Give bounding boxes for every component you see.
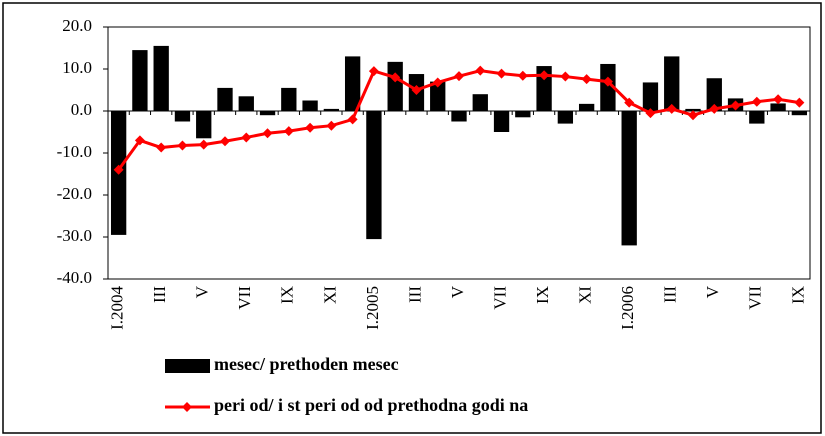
line-marker: [560, 71, 571, 82]
y-tick-label: 0.0: [71, 100, 92, 119]
bar: [430, 81, 446, 111]
line-marker: [305, 122, 316, 133]
x-tick-label: V: [193, 285, 212, 298]
x-tick-label: IX: [278, 286, 297, 304]
x-tick-label: VII: [235, 286, 254, 310]
bar: [472, 94, 488, 111]
bar: [344, 56, 361, 111]
bar: [323, 108, 340, 111]
x-tick-label: IX: [533, 286, 552, 304]
bar: [557, 111, 574, 124]
line-marker: [517, 70, 528, 81]
bar: [685, 108, 701, 111]
y-tick-label: 20.0: [62, 16, 92, 35]
line-marker: [688, 110, 698, 121]
line-marker: [390, 72, 401, 83]
bar: [749, 111, 765, 124]
bar: [387, 61, 403, 111]
bar: [770, 103, 786, 111]
x-tick-label: III: [405, 286, 424, 303]
line-marker: [432, 77, 443, 88]
line-marker: [794, 97, 805, 108]
x-tick-label: I.2004: [108, 286, 127, 330]
bar: [451, 111, 467, 122]
line-marker: [496, 68, 507, 79]
line-marker: [666, 103, 677, 114]
line-marker: [730, 100, 741, 111]
bar: [196, 111, 212, 139]
bar: [493, 111, 510, 132]
line-marker: [326, 120, 337, 131]
bar: [366, 111, 382, 240]
line-marker: [602, 76, 613, 87]
y-tick-label: -30.0: [57, 226, 92, 245]
line-marker: [709, 103, 720, 114]
line-marker: [198, 139, 209, 150]
x-tick-label: V: [448, 285, 467, 298]
y-tick-label: -20.0: [57, 184, 92, 203]
line-marker: [624, 97, 635, 108]
line-marker: [283, 126, 294, 137]
bar: [621, 111, 637, 246]
bar: [238, 96, 254, 111]
line-marker: [773, 94, 784, 105]
bar: [132, 50, 148, 111]
line-marker: [751, 96, 762, 107]
line-marker: [411, 85, 422, 95]
bar: [642, 82, 659, 111]
x-tick-label: I.2006: [618, 286, 637, 330]
bar: [153, 45, 169, 111]
bar: [791, 111, 808, 116]
bar: [600, 63, 616, 111]
x-tick-label: IX: [788, 286, 807, 304]
y-tick-label: 10.0: [62, 58, 92, 77]
bar: [217, 87, 233, 111]
bar: [259, 111, 276, 116]
legend-label: mesec/ prethoden mesec: [214, 354, 399, 374]
line-marker: [156, 142, 167, 153]
line-marker: [581, 74, 592, 85]
bar: [578, 103, 595, 111]
bar: [706, 78, 722, 111]
line-marker: [368, 66, 379, 77]
x-tick-label: VII: [490, 286, 509, 310]
bar: [302, 100, 318, 111]
line-marker: [539, 70, 550, 81]
bar: [515, 111, 531, 118]
bar: [174, 111, 191, 122]
x-tick-label: XI: [320, 286, 339, 304]
line-marker: [220, 136, 230, 147]
legend-label: peri od/ i st peri od od prethodna godi …: [214, 395, 528, 415]
x-tick-label: III: [150, 286, 169, 303]
line-marker: [475, 65, 486, 76]
line-marker: [645, 108, 656, 119]
y-tick-label: -40.0: [57, 268, 92, 287]
line-marker: [262, 128, 273, 139]
line-marker: [134, 135, 145, 146]
bar: [536, 66, 552, 111]
legend-marker: [182, 402, 192, 412]
line-marker: [347, 114, 358, 125]
line-marker: [177, 140, 188, 151]
line-marker: [241, 132, 252, 143]
x-tick-label: VII: [746, 286, 765, 310]
x-tick-label: V: [703, 285, 722, 298]
legend-swatch: [165, 359, 210, 373]
x-tick-label: I.2005: [363, 286, 382, 330]
x-tick-label: III: [661, 286, 680, 303]
x-tick-label: XI: [576, 286, 595, 304]
bar: [281, 87, 297, 111]
bar: [664, 56, 680, 111]
line-marker: [113, 164, 124, 175]
line-marker: [454, 71, 464, 82]
y-tick-label: -10.0: [57, 142, 92, 161]
